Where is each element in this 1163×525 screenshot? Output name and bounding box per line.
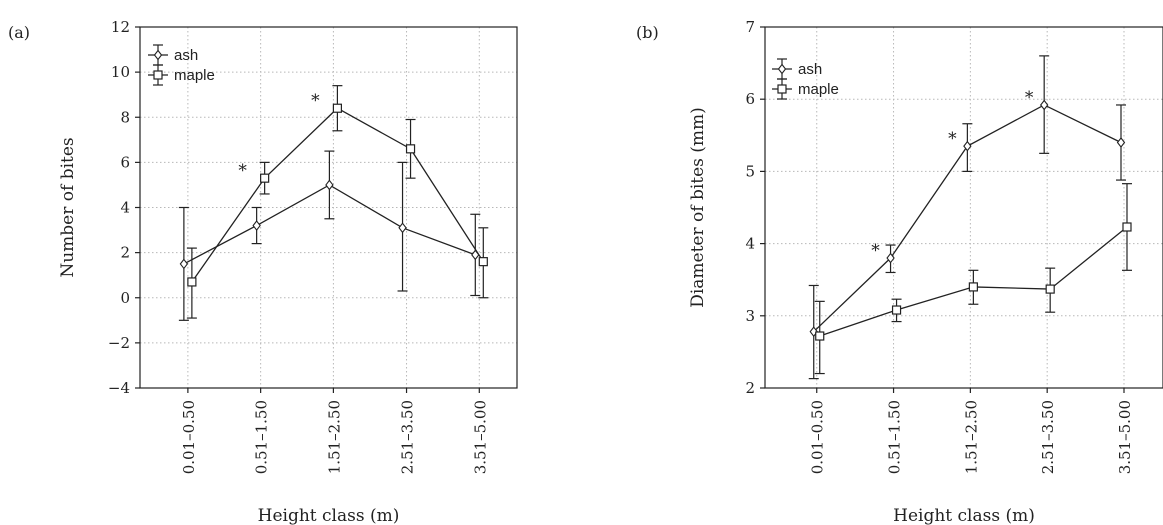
data-point-ash	[1116, 137, 1126, 148]
x-tick-label: 0.01–0.50	[180, 400, 198, 474]
data-point-maple	[478, 257, 488, 267]
data-point-ash	[1039, 99, 1049, 111]
y-tick-label: 0	[120, 289, 130, 307]
y-tick-label: 2	[120, 244, 130, 262]
data-point-maple	[405, 144, 416, 154]
x-tick-label: 1.51–2.50	[325, 400, 343, 474]
significance-star: *	[1025, 88, 1034, 108]
significance-star: *	[238, 161, 247, 181]
chart-panel-a: 12 10 8 6 4 2 0 −2 −4 0.01–0.50 0.51–1.50 1.51–2.50…	[8, 18, 518, 525]
y-tick-label: 7	[745, 18, 755, 36]
data-point-maple	[1122, 222, 1132, 232]
x-tick-label: 0.51–1.50	[253, 400, 271, 474]
x-tick-label: 2.51–3.50	[399, 400, 417, 474]
data-point-maple	[332, 103, 343, 113]
data-point-ash	[398, 222, 407, 234]
y-axis-title: Number of bites	[58, 137, 78, 277]
significance-star: *	[948, 129, 957, 149]
y-tick-label: −2	[108, 334, 130, 352]
data-point-maple	[968, 282, 978, 292]
y-tick-label: 3	[745, 307, 755, 325]
x-tick-label: 0.01–0.50	[809, 400, 827, 474]
y-tick-label: 2	[745, 379, 755, 397]
significance-star: *	[871, 241, 880, 261]
x-tick-label: 2.51–3.50	[1039, 400, 1057, 474]
y-tick-label: 8	[120, 108, 130, 126]
x-axis-title: Height class (m)	[893, 506, 1035, 525]
panel-label: (a)	[8, 23, 30, 42]
y-axis-title: Diameter of bites (mm)	[688, 107, 708, 308]
data-point-ash	[325, 179, 334, 191]
chart-panel-b: 7 6 5 4 3 2 0.01–0.50 0.51–1.50 1.51–2.50 2.51–3.…	[636, 18, 1163, 525]
legend-marker-maple	[777, 84, 787, 94]
data-point-ash	[471, 249, 480, 261]
y-tick-label: 10	[111, 63, 130, 81]
data-point-maple	[260, 173, 270, 183]
x-tick-label: 1.51–2.50	[962, 400, 980, 474]
data-point-ash	[252, 220, 261, 231]
data-point-ash	[886, 252, 895, 264]
y-tick-label: −4	[108, 379, 130, 397]
legend-label-ash: ash	[174, 47, 198, 64]
y-tick-label: 4	[745, 235, 755, 253]
y-tick-label: 6	[120, 153, 130, 171]
y-tick-label: 6	[745, 90, 755, 108]
data-point-ash	[963, 140, 972, 152]
panel-label: (b)	[636, 23, 659, 42]
data-point-maple	[815, 331, 825, 341]
y-tick-label: 5	[745, 162, 755, 180]
data-point-maple	[891, 305, 902, 315]
plot-frame	[764, 26, 1163, 389]
significance-star: *	[311, 91, 320, 111]
x-axis-title: Height class (m)	[258, 506, 400, 525]
x-tick-label: 3.51–5.00	[1116, 400, 1134, 474]
x-tick-label: 3.51–5.00	[471, 400, 489, 474]
data-point-maple	[187, 277, 197, 287]
legend-marker-maple	[153, 70, 163, 80]
y-tick-label: 4	[120, 199, 130, 217]
data-point-ash	[179, 258, 189, 270]
y-tick-label: 12	[111, 18, 130, 36]
series-line-maple	[191, 107, 484, 283]
legend-label-ash: ash	[798, 61, 822, 78]
legend-label-maple: maple	[798, 81, 839, 98]
x-tick-label: 0.51–1.50	[886, 400, 904, 474]
legend-marker-ash	[153, 49, 163, 61]
legend-marker-ash	[777, 63, 787, 75]
legend-label-maple: maple	[174, 67, 215, 84]
data-point-maple	[1045, 284, 1055, 294]
